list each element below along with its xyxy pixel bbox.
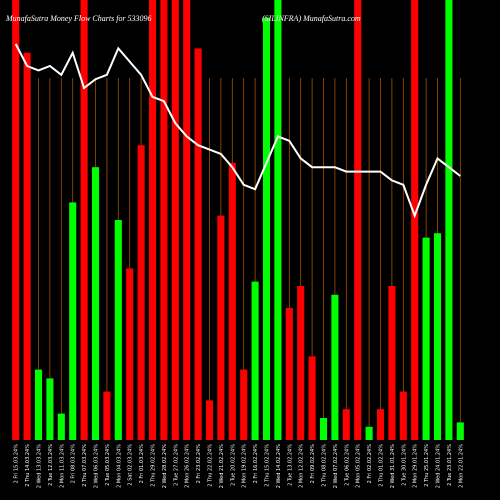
x-tick-labels: 2 Fri 15.03.24% 2 Thu 14.03.24% 2 Wed 13.0…: [14, 444, 465, 489]
x-tick-label: 2 Mon 12.02.24%: [299, 444, 305, 488]
x-tick-label: 2 Wed 06.03.24%: [94, 444, 100, 489]
bar-in-20: [240, 369, 248, 440]
x-tick-label: 2 Mon 05.02.24%: [356, 444, 362, 488]
bar-in-33: [388, 286, 396, 440]
flow-line-layer: [14, 43, 461, 219]
bar-in-19: [228, 162, 236, 441]
bar-out-23: [274, 0, 282, 440]
x-tick-label: 2 Fri 23.02.24%: [196, 444, 202, 484]
bar-in-32: [376, 409, 385, 440]
x-tick-label: 2 Wed 14.02.24%: [276, 444, 282, 489]
chart-subtitle: (SILINFRA) MunafaSutra.com: [262, 14, 361, 23]
x-tick-label: 2 Mon 22.01.24%: [458, 444, 464, 488]
x-tick-label: 2 Wed 28.02.24%: [162, 444, 168, 489]
x-tick-label: 2 Fri 16.02.24%: [253, 444, 259, 484]
x-tick-label: 2 Tue 27.02.24%: [173, 444, 179, 486]
bar-out-21: [251, 281, 259, 440]
x-tick-label: 2 Fri 08.03.24%: [71, 444, 77, 484]
bar-out-31: [365, 426, 373, 440]
bar-out-7: [91, 167, 100, 440]
x-tick-label: 2 Tue 30.01.24%: [401, 444, 407, 486]
x-tick-label: 2 Thu 14.03.24%: [25, 444, 31, 487]
bar-in-24: [285, 308, 293, 440]
bar-out-37: [433, 233, 442, 440]
x-tick-label: 2 Mon 19.02.24%: [242, 444, 248, 488]
bar-out-4: [57, 413, 65, 440]
bar-in-26: [308, 356, 316, 440]
x-tick-label: 2 Tue 13.02.24%: [287, 444, 293, 486]
x-tick-label: 2 Thu 07.03.24%: [82, 444, 88, 487]
x-tick-label: 2 Tue 20.02.24%: [230, 444, 236, 486]
x-tick-label: 2 Thu 08.02.24%: [322, 444, 328, 487]
bar-in-13: [160, 0, 168, 440]
x-tick-label: 2 Tue 06.02.24%: [344, 444, 350, 486]
bar-in-1: [23, 52, 31, 441]
x-tick-label: 2 Thu 01.02.24%: [379, 444, 385, 487]
x-tick-label: 2 Wed 13.03.24%: [37, 444, 43, 489]
bar-in-8: [103, 391, 111, 440]
bar-in-10: [126, 268, 134, 440]
bar-in-6: [80, 0, 88, 440]
chart-title: MunafaSutra Money Flow Charts for 533096: [6, 14, 152, 23]
flow-line: [14, 43, 461, 219]
x-tick-label: 2 Wed 31.01.24%: [390, 444, 396, 489]
bar-out-3: [46, 378, 54, 440]
x-tick-label: 2 Thu 22.02.24%: [208, 444, 214, 487]
x-tick-label: 2 Mon 26.02.24%: [185, 444, 191, 488]
bar-in-29: [342, 409, 350, 440]
bar-in-14: [171, 0, 179, 440]
bar-out-5: [69, 202, 77, 440]
x-tick-label: 2 Mon 29.01.24%: [413, 444, 419, 488]
x-tick-label: 2 Wed 24.01.24%: [436, 444, 442, 489]
bar-out-27: [319, 418, 328, 440]
x-tick-label: 2 Wed 21.02.24%: [219, 444, 225, 489]
x-tick-label: 2 Thu 15.02.24%: [265, 444, 271, 487]
x-tick-label: 2 Fri 02.02.24%: [367, 444, 373, 484]
bar-in-17: [205, 400, 214, 440]
x-tick-label: 2 Wed 07.02.24%: [333, 444, 339, 489]
x-tick-label: 2 Thu 29.02.24%: [151, 444, 157, 487]
x-tick-label: 2 Tue 12.03.24%: [48, 444, 54, 486]
bar-in-34: [399, 391, 407, 440]
bar-out-39: [456, 422, 464, 440]
bar-in-0: [12, 0, 20, 440]
bar-in-15: [183, 0, 191, 440]
bar-in-25: [297, 286, 305, 440]
bar-out-2: [34, 369, 43, 440]
bar-out-9: [114, 220, 122, 440]
bar-in-18: [217, 215, 225, 440]
x-tick-label: 2 Fri 09.02.24%: [310, 444, 316, 484]
bar-in-16: [194, 48, 202, 441]
bar-out-22: [262, 17, 271, 440]
x-tick-label: 2 Thu 25.01.24%: [424, 444, 430, 487]
bar-in-12: [148, 0, 157, 440]
x-tick-label: 2 Tue 23.01.24%: [447, 444, 453, 486]
x-tick-label: 2 Fri 15.03.24%: [14, 444, 20, 484]
x-tick-label: 2 Sat 02.03.24%: [128, 444, 134, 486]
x-tick-label: 2 Mon 04.03.24%: [116, 444, 122, 488]
bars: [12, 0, 464, 441]
x-tick-label: 2 Mon 11.03.24%: [59, 444, 65, 488]
x-tick-label: 2 Tue 05.03.24%: [105, 444, 111, 486]
bar-in-11: [137, 145, 145, 440]
bar-out-36: [422, 237, 430, 440]
bar-in-30: [354, 0, 362, 440]
bar-out-38: [445, 0, 453, 440]
bar-out-28: [331, 294, 339, 440]
bar-in-35: [411, 0, 419, 440]
x-tick-label: 2 Fri 01.03.24%: [139, 444, 145, 484]
